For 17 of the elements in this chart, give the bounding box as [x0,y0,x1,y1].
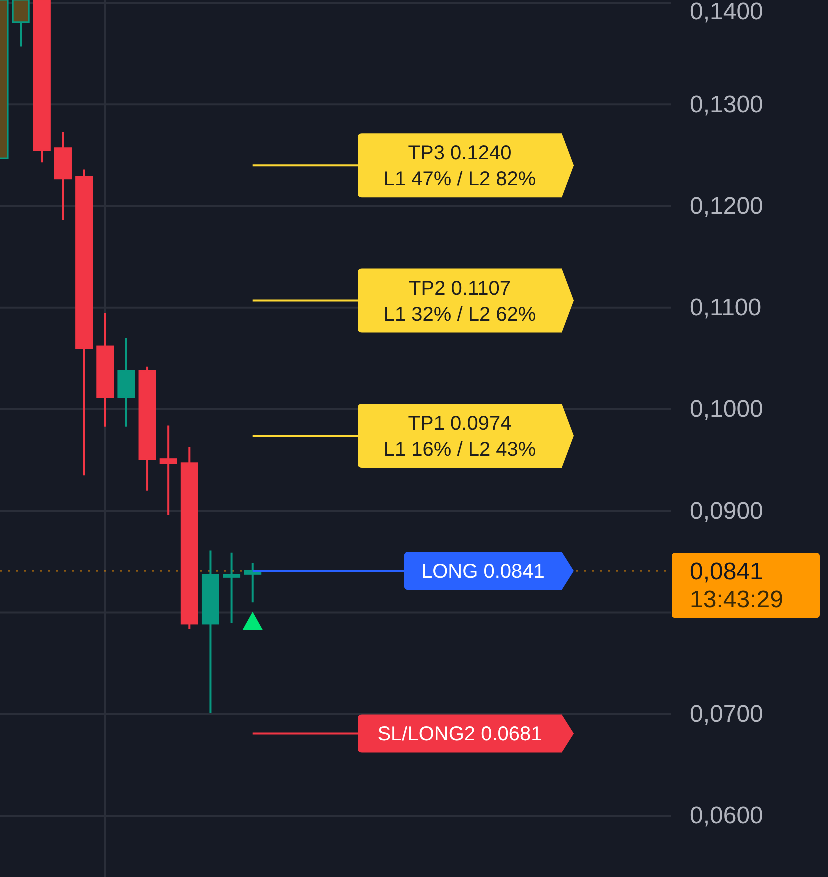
y-tick-label: 0,1400 [690,0,764,26]
y-tick-label: 0,0700 [690,701,764,728]
y-tick-label: 0,0900 [690,498,764,525]
y-tick-label: 0,1000 [690,396,764,424]
y-tick-label: 0,1300 [690,91,764,118]
ref-line-label: TP1 0.0974 L1 16% / L2 43% [384,412,536,461]
candlestick [12,0,30,48]
y-tick-label: 0,0600 [690,802,764,830]
y-tick-label: 0,1100 [690,294,762,322]
ref-line-label: TP3 0.1240 L1 47% / L2 82% [384,142,536,191]
y-tick-label: 0,1200 [690,192,764,220]
ref-line-label: 0,0841 13:43:29 [690,558,784,614]
ref-line-label: TP2 0.1107 L1 32% / L2 62% [384,278,536,326]
candlestick [223,552,241,624]
ref-line-label: SL/LONG2 0.0681 [378,724,542,746]
ref-line-label: LONG 0.0841 [421,561,545,584]
candlestick [160,424,178,516]
